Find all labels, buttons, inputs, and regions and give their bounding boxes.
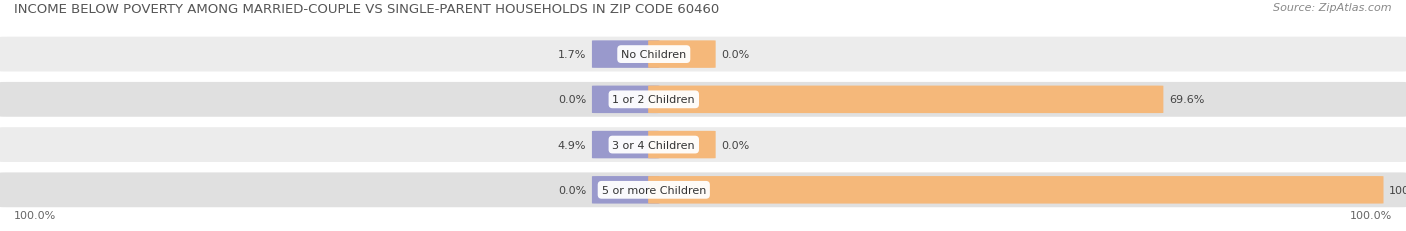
Text: Source: ZipAtlas.com: Source: ZipAtlas.com: [1274, 3, 1392, 13]
Text: 0.0%: 0.0%: [721, 50, 749, 60]
FancyBboxPatch shape: [592, 176, 659, 204]
Text: 100.0%: 100.0%: [1350, 210, 1392, 220]
Text: 1.7%: 1.7%: [558, 50, 586, 60]
FancyBboxPatch shape: [0, 37, 1406, 72]
Text: No Children: No Children: [621, 50, 686, 60]
FancyBboxPatch shape: [0, 173, 1406, 207]
Text: 4.9%: 4.9%: [558, 140, 586, 150]
Text: INCOME BELOW POVERTY AMONG MARRIED-COUPLE VS SINGLE-PARENT HOUSEHOLDS IN ZIP COD: INCOME BELOW POVERTY AMONG MARRIED-COUPL…: [14, 3, 720, 16]
FancyBboxPatch shape: [648, 86, 1163, 114]
FancyBboxPatch shape: [648, 176, 1384, 204]
FancyBboxPatch shape: [648, 41, 716, 69]
Text: 100.0%: 100.0%: [1389, 185, 1406, 195]
Text: 0.0%: 0.0%: [558, 185, 586, 195]
Text: 1 or 2 Children: 1 or 2 Children: [613, 95, 695, 105]
FancyBboxPatch shape: [592, 131, 659, 159]
Text: 3 or 4 Children: 3 or 4 Children: [613, 140, 695, 150]
FancyBboxPatch shape: [0, 128, 1406, 162]
Text: 0.0%: 0.0%: [721, 140, 749, 150]
Text: 69.6%: 69.6%: [1168, 95, 1205, 105]
FancyBboxPatch shape: [592, 41, 659, 69]
FancyBboxPatch shape: [592, 86, 659, 114]
Text: 0.0%: 0.0%: [558, 95, 586, 105]
FancyBboxPatch shape: [0, 82, 1406, 117]
Text: 100.0%: 100.0%: [14, 210, 56, 220]
Text: 5 or more Children: 5 or more Children: [602, 185, 706, 195]
FancyBboxPatch shape: [648, 131, 716, 159]
